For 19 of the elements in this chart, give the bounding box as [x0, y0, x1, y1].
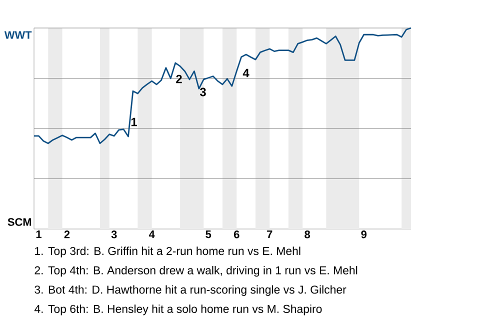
x-tick-label: 4 — [148, 230, 155, 238]
annotation: 2 — [176, 74, 182, 84]
x-tick-label: 6 — [234, 230, 240, 238]
text: 1. Top 3rd: B. Griffin hit a 2-run home run vs E. Mehl — [35, 246, 300, 258]
x-tick-label: 9 — [361, 230, 367, 238]
annotation: 3 — [200, 88, 206, 96]
text: 4. Top 6th: B. Hensley hit a solo home run vs M. Shapiro — [34, 304, 322, 316]
x-tick-label: 8 — [304, 230, 310, 238]
x-tick-label: 2 — [64, 230, 70, 238]
text: 2. Top 4th: B. Anderson drew a walk, driving in 1 run vs E. Mehl — [34, 266, 358, 277]
text: WWT — [4, 31, 32, 39]
x-tick-label: 7 — [267, 230, 272, 238]
x-tick-label: 5 — [206, 230, 212, 238]
text: 3. Bot 4th: D. Hawthorne hit a run-scoring single vs J. Gilcher — [34, 285, 346, 296]
x-tick-label: 3 — [111, 230, 117, 238]
annotation: 4 — [242, 68, 250, 78]
x-tick-label: 1 — [36, 230, 42, 238]
annotation: 1 — [131, 118, 137, 126]
text: SCM — [8, 218, 32, 226]
